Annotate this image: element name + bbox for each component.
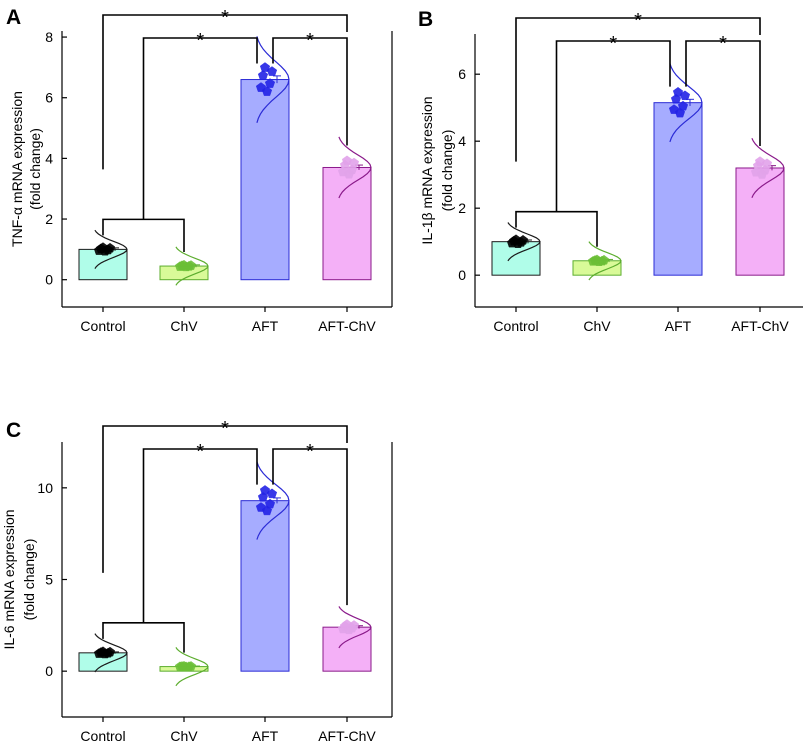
data-point (257, 491, 269, 502)
significance-star: * (196, 30, 204, 52)
bar-aft-chv (322, 626, 372, 672)
significance-star: * (221, 7, 229, 29)
y-axis-label: IL-1β mRNA expression (419, 96, 435, 244)
y-axis-label-sub: (fold change) (27, 128, 43, 210)
y-tick-label: 8 (45, 29, 53, 45)
y-tick-label: 0 (458, 267, 466, 283)
distribution-curve (338, 136, 372, 199)
distribution-curve (338, 606, 372, 649)
significance-star: * (221, 418, 229, 440)
y-axis-label: TNF-α mRNA expression (9, 91, 25, 247)
bracket-aft-aftchv (272, 37, 348, 146)
y-axis-label-sub: (fold change) (21, 539, 37, 621)
distribution-curve (256, 461, 290, 540)
data-point (264, 78, 276, 88)
data-point (343, 624, 355, 635)
data-point (259, 62, 271, 72)
distribution-curve (256, 36, 290, 123)
significance-star: * (634, 10, 642, 32)
significance-star: * (196, 441, 204, 463)
y-tick-label: 2 (45, 211, 53, 227)
x-tick-label: AFT-ChV (318, 318, 376, 334)
bar-aft-chv (735, 167, 785, 276)
significance-star: * (719, 33, 727, 55)
data-point (761, 158, 773, 168)
y-tick-label: 4 (458, 133, 466, 149)
data-point (674, 107, 686, 118)
bracket-control-aftchv (102, 14, 348, 170)
bar-aft (240, 79, 290, 281)
panel-B: B 0 2 4 6 IL-1β mRNA expression (fold change) C… (418, 8, 803, 334)
distribution-curve (175, 246, 209, 286)
bar-aft-chv (322, 166, 372, 281)
y-tick-label: 0 (45, 663, 53, 679)
data-point (679, 90, 691, 101)
x-tick-label: Control (493, 318, 538, 334)
y-tick-label: 0 (45, 272, 53, 288)
distribution-curve (94, 633, 128, 673)
data-point (339, 159, 351, 170)
x-tick-label: AFT (252, 728, 279, 744)
bracket-group-aft (142, 448, 258, 623)
data-point (670, 93, 682, 104)
bracket-control-aftchv (515, 17, 761, 162)
distribution-curve (94, 229, 128, 269)
significance-star: * (609, 33, 617, 55)
x-tick-label: Control (80, 728, 125, 744)
data-point (261, 86, 273, 96)
panel-C: C 0 5 10 IL-6 mRNA expression (fold change) Co… (1, 418, 393, 744)
panel-A: A 0 2 4 6 8 TNF-α mRNA expression (fold change)… (6, 6, 393, 334)
data-point (343, 168, 355, 179)
x-tick-label: ChV (583, 318, 611, 334)
bar-aft (653, 102, 703, 276)
data-point (99, 245, 111, 256)
distribution-curve (175, 647, 209, 687)
y-tick-label: 6 (45, 90, 53, 106)
panel-letter: C (6, 419, 21, 442)
distribution-curve (669, 63, 703, 143)
data-point (257, 70, 269, 80)
distribution-curve (751, 137, 785, 199)
bracket-group-aft (142, 37, 258, 220)
x-tick-label: ChV (170, 318, 198, 334)
data-point (752, 160, 764, 171)
distribution-curve (588, 241, 622, 281)
bracket-control-chv (102, 218, 185, 253)
data-point (266, 488, 278, 499)
data-point (593, 256, 605, 266)
bracket-aft-aftchv (685, 40, 761, 146)
y-tick-label: 6 (458, 66, 466, 82)
bracket-control-chv (515, 210, 598, 247)
y-tick-label: 10 (37, 480, 53, 496)
data-point (261, 505, 273, 516)
bracket-aft-aftchv (272, 448, 348, 606)
y-tick-label: 5 (45, 572, 53, 588)
x-tick-label: AFT-ChV (318, 728, 376, 744)
x-tick-label: ChV (170, 728, 198, 744)
x-tick-label: Control (80, 318, 125, 334)
panel-letter: B (418, 8, 433, 31)
y-axis-label: IL-6 mRNA expression (1, 509, 17, 649)
data-point (180, 661, 192, 672)
bracket-control-chv (102, 622, 185, 653)
data-point (266, 66, 278, 76)
distribution-curve (507, 222, 541, 262)
data-point (180, 261, 192, 272)
y-axis-label-sub: (fold change) (439, 130, 455, 212)
bracket-control-aftchv (102, 425, 348, 573)
panel-letter: A (6, 6, 21, 29)
data-point (756, 169, 768, 179)
x-tick-label: AFT-ChV (731, 318, 789, 334)
y-tick-label: 2 (458, 200, 466, 216)
x-tick-label: AFT (252, 318, 279, 334)
data-point (512, 238, 524, 248)
x-tick-label: AFT (665, 318, 692, 334)
bracket-group-aft (555, 40, 671, 212)
significance-star: * (306, 441, 314, 463)
data-point (348, 157, 360, 168)
y-tick-label: 4 (45, 150, 53, 166)
data-point (99, 648, 111, 659)
significance-star: * (306, 30, 314, 52)
